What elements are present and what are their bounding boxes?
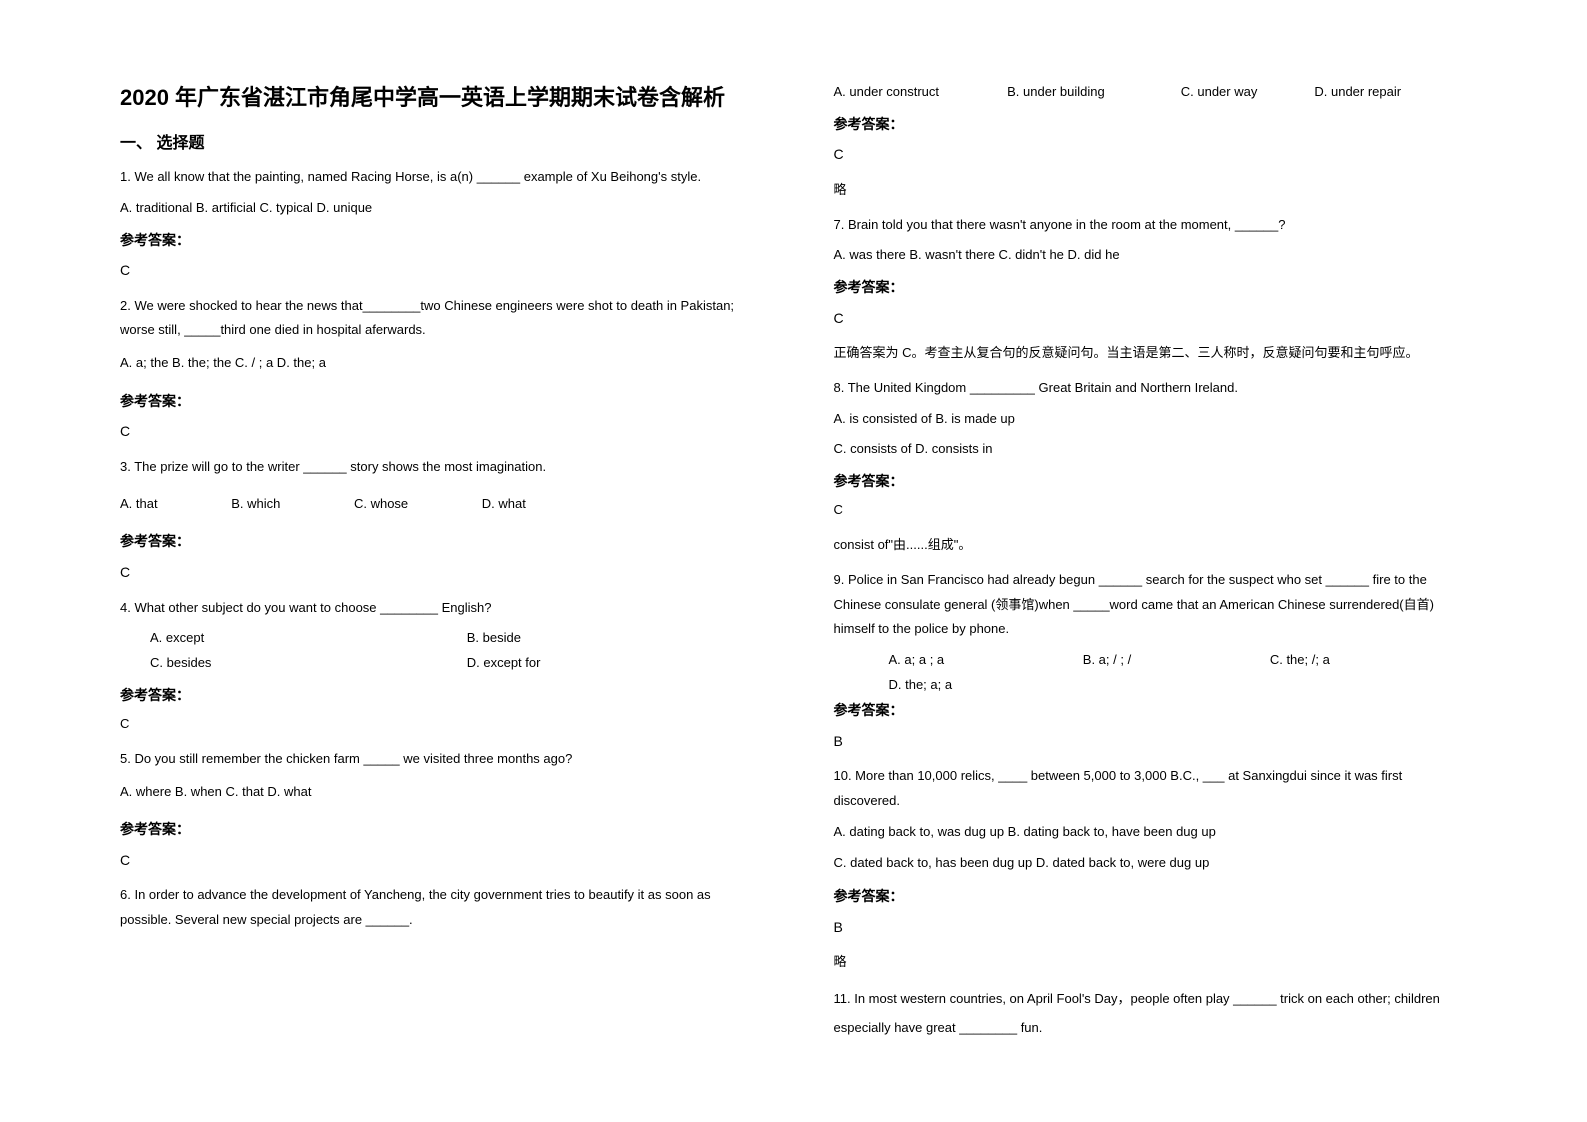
q6-opt-c: C. under way: [1181, 80, 1311, 105]
q8-note: consist of"由......组成"。: [834, 533, 1468, 558]
q7-options: A. was there B. wasn't there C. didn't h…: [834, 243, 1468, 268]
q1-text: 1. We all know that the painting, named …: [120, 165, 754, 190]
q7-text: 7. Brain told you that there wasn't anyo…: [834, 213, 1468, 238]
q9-opt-d: D. the; a; a: [889, 673, 953, 698]
q7-answer-label: 参考答案：: [834, 274, 1468, 301]
q4-opt-b: B. beside: [437, 626, 754, 651]
q10-answer: B: [834, 914, 1468, 941]
q6-answer: C: [834, 141, 1468, 168]
q3-opt-b: B. which: [231, 492, 280, 517]
q8-answer-label: 参考答案：: [834, 468, 1468, 495]
q5-options: A. where B. when C. that D. what: [120, 780, 754, 805]
q3-opt-a: A. that: [120, 492, 158, 517]
q5-answer: C: [120, 847, 754, 874]
q8-options-line1: A. is consisted of B. is made up: [834, 407, 1468, 432]
q3-opt-d: D. what: [482, 492, 526, 517]
q3-options: A. that B. which C. whose D. what: [120, 492, 754, 517]
q6-answer-label: 参考答案：: [834, 111, 1468, 138]
q9-opt-b: B. a; / ; /: [1083, 648, 1131, 673]
q2-answer-label: 参考答案：: [120, 388, 754, 415]
q10-options-line2: C. dated back to, has been dug up D. dat…: [834, 851, 1468, 876]
q6-note: 略: [834, 178, 1468, 203]
q6-options: A. under construct B. under building C. …: [834, 80, 1468, 105]
q11-text: 11. In most western countries, on April …: [834, 985, 1468, 1042]
q3-answer-label: 参考答案：: [120, 528, 754, 555]
q1-answer-label: 参考答案：: [120, 227, 754, 254]
q9-answer-label: 参考答案：: [834, 697, 1468, 724]
q2-answer: C: [120, 418, 754, 445]
q8-options-line2: C. consists of D. consists in: [834, 437, 1468, 462]
q2-text: 2. We were shocked to hear the news that…: [120, 294, 754, 343]
q3-answer: C: [120, 559, 754, 586]
q4-answer: C: [120, 712, 754, 737]
q9-opt-c: C. the; /; a: [1270, 648, 1330, 673]
q1-options: A. traditional B. artificial C. typical …: [120, 196, 754, 221]
q10-options-line1: A. dating back to, was dug up B. dating …: [834, 820, 1468, 845]
q9-answer: B: [834, 728, 1468, 755]
q4-options: A. except B. beside C. besides D. except…: [120, 626, 754, 675]
q9-opt-a: A. a; a ; a: [889, 648, 945, 673]
q10-answer-label: 参考答案：: [834, 883, 1468, 910]
q4-opt-a: A. except: [120, 626, 437, 651]
q10-text: 10. More than 10,000 relics, ____ betwee…: [834, 764, 1468, 813]
q7-answer: C: [834, 305, 1468, 332]
doc-title: 2020 年广东省湛江市角尾中学高一英语上学期期末试卷含解析: [120, 80, 754, 115]
q5-answer-label: 参考答案：: [120, 816, 754, 843]
q1-answer: C: [120, 257, 754, 284]
q6-opt-d: D. under repair: [1314, 80, 1401, 105]
q7-note: 正确答案为 C。考查主从复合句的反意疑问句。当主语是第二、三人称时，反意疑问句要…: [834, 341, 1468, 366]
q3-text: 3. The prize will go to the writer _____…: [120, 455, 754, 480]
q6-opt-a: A. under construct: [834, 80, 1004, 105]
q6-text: 6. In order to advance the development o…: [120, 883, 754, 932]
q4-answer-label: 参考答案：: [120, 682, 754, 709]
q8-answer: C: [834, 498, 1468, 523]
q2-options: A. a; the B. the; the C. / ; a D. the; a: [120, 351, 754, 376]
q10-note: 略: [834, 950, 1468, 975]
q8-text: 8. The United Kingdom _________ Great Br…: [834, 376, 1468, 401]
q9-options: A. a; a ; a B. a; / ; / C. the; /; a D. …: [834, 648, 1468, 697]
q9-text: 9. Police in San Francisco had already b…: [834, 568, 1468, 642]
q4-text: 4. What other subject do you want to cho…: [120, 596, 754, 621]
q3-opt-c: C. whose: [354, 492, 408, 517]
q4-opt-d: D. except for: [437, 651, 754, 676]
q5-text: 5. Do you still remember the chicken far…: [120, 747, 754, 772]
q6-opt-b: B. under building: [1007, 80, 1177, 105]
q4-opt-c: C. besides: [120, 651, 437, 676]
section-header: 一、 选择题: [120, 129, 754, 153]
